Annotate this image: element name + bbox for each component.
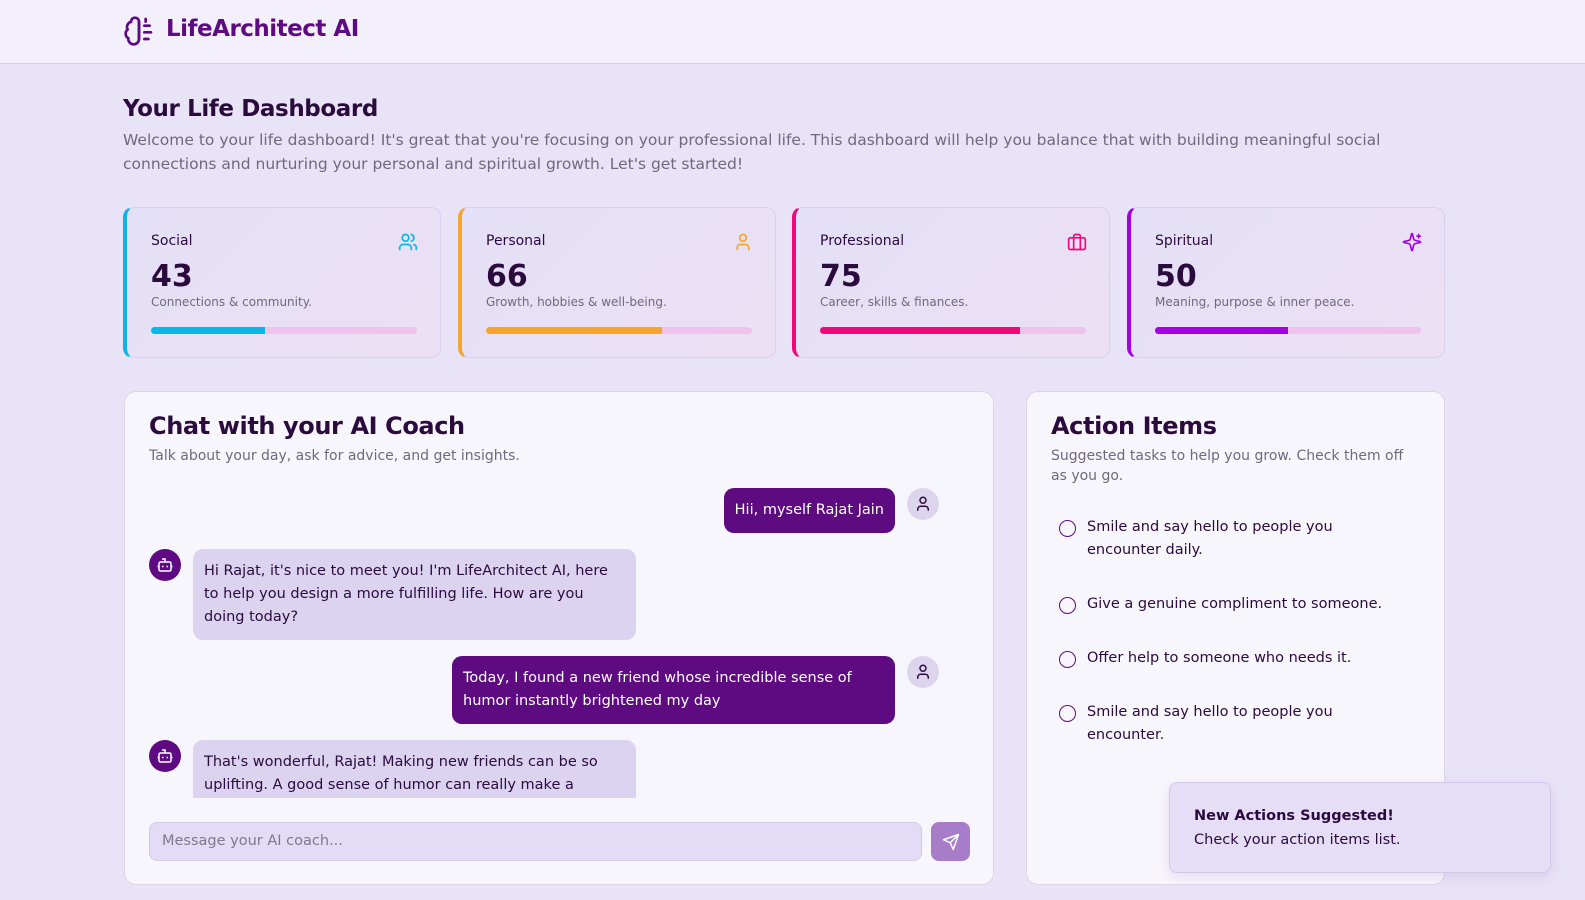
avatar: [149, 549, 181, 581]
message-row: Hii, myself Rajat Jain: [149, 488, 955, 533]
card-caption: Meaning, purpose & inner peace.: [1155, 295, 1355, 309]
action-text: Smile and say hello to people you encoun…: [1087, 704, 1333, 743]
action-item[interactable]: Smile and say hello to people you encoun…: [1059, 701, 1409, 747]
toast-message: Check your action items list.: [1194, 832, 1401, 848]
progress-track: [486, 327, 752, 334]
message-row: That's wonderful, Rajat! Making new frie…: [149, 740, 955, 798]
progress-fill: [486, 327, 662, 334]
action-text: Give a genuine compliment to someone.: [1087, 596, 1383, 612]
logo: [124, 16, 153, 46]
card-caption: Career, skills & finances.: [820, 295, 969, 309]
score-card[interactable]: Spiritual 50 Meaning, purpose & inner peac…: [1127, 207, 1445, 358]
chat-title: Chat with your AI Coach: [149, 412, 465, 440]
card-icon: [398, 232, 418, 256]
avatar: [907, 488, 939, 520]
checkbox[interactable]: [1059, 705, 1076, 722]
dashboard-description: Welcome to your life dashboard! It's gre…: [123, 131, 1381, 173]
card-icon: [1067, 232, 1087, 256]
card-label: Personal: [486, 233, 546, 249]
action-item[interactable]: Offer help to someone who needs it.: [1059, 647, 1409, 670]
message-bubble: Today, I found a new friend whose incred…: [452, 656, 895, 724]
card-icon: [1402, 232, 1422, 256]
score-card[interactable]: Social 43 Connections & community.: [123, 207, 441, 358]
checkbox[interactable]: [1059, 597, 1076, 614]
brand[interactable]: LifeArchitect AI: [166, 16, 359, 42]
progress-track: [820, 327, 1086, 334]
card-caption: Connections & community.: [151, 295, 312, 309]
action-item[interactable]: Smile and say hello to people you encoun…: [1059, 516, 1409, 562]
message-row: Hi Rajat, it's nice to meet you! I'm Lif…: [149, 549, 955, 640]
toast: New Actions Suggested! Check your action…: [1169, 782, 1551, 873]
dashboard-title: Your Life Dashboard: [123, 96, 378, 122]
card-label: Professional: [820, 233, 905, 249]
avatar: [907, 656, 939, 688]
messages: Hii, myself Rajat Jain Hi Rajat, it's nic…: [149, 488, 955, 798]
checkbox[interactable]: [1059, 520, 1076, 537]
header: LifeArchitect AI: [0, 0, 1585, 64]
send-button[interactable]: [931, 822, 970, 861]
card-label: Social: [151, 233, 193, 249]
progress-fill: [151, 327, 266, 334]
message-input[interactable]: Message your AI coach...: [149, 822, 922, 861]
action-text: Smile and say hello to people you encoun…: [1087, 519, 1333, 558]
checkbox[interactable]: [1059, 651, 1076, 668]
score-card[interactable]: Professional 75 Career, skills & finances.: [792, 207, 1110, 358]
score-card[interactable]: Personal 66 Growth, hobbies & well-being.: [458, 207, 776, 358]
actions-subtitle: Suggested tasks to help you grow. Check …: [1051, 448, 1404, 484]
chat-panel: Chat with your AI Coach Talk about your …: [124, 391, 994, 885]
card-icon: [733, 232, 753, 256]
progress-track: [151, 327, 417, 334]
message-bubble: That's wonderful, Rajat! Making new frie…: [193, 740, 636, 798]
card-score: 75: [820, 259, 862, 294]
chat-subtitle: Talk about your day, ask for advice, and…: [149, 448, 520, 464]
card-caption: Growth, hobbies & well-being.: [486, 295, 667, 309]
card-score: 43: [151, 259, 193, 294]
action-item[interactable]: Give a genuine compliment to someone.: [1059, 593, 1409, 616]
avatar: [149, 740, 181, 772]
progress-fill: [820, 327, 1020, 334]
action-text: Offer help to someone who needs it.: [1087, 650, 1352, 666]
actions-title: Action Items: [1051, 412, 1217, 440]
message-bubble: Hi Rajat, it's nice to meet you! I'm Lif…: [193, 549, 636, 640]
progress-track: [1155, 327, 1421, 334]
action-items: Smile and say hello to people you encoun…: [1059, 516, 1409, 764]
card-score: 66: [486, 259, 528, 294]
card-label: Spiritual: [1155, 233, 1214, 249]
message-bubble: Hii, myself Rajat Jain: [723, 488, 895, 533]
message-row: Today, I found a new friend whose incred…: [149, 656, 955, 724]
progress-fill: [1155, 327, 1288, 334]
card-score: 50: [1155, 259, 1197, 294]
toast-title: New Actions Suggested!: [1194, 808, 1394, 824]
